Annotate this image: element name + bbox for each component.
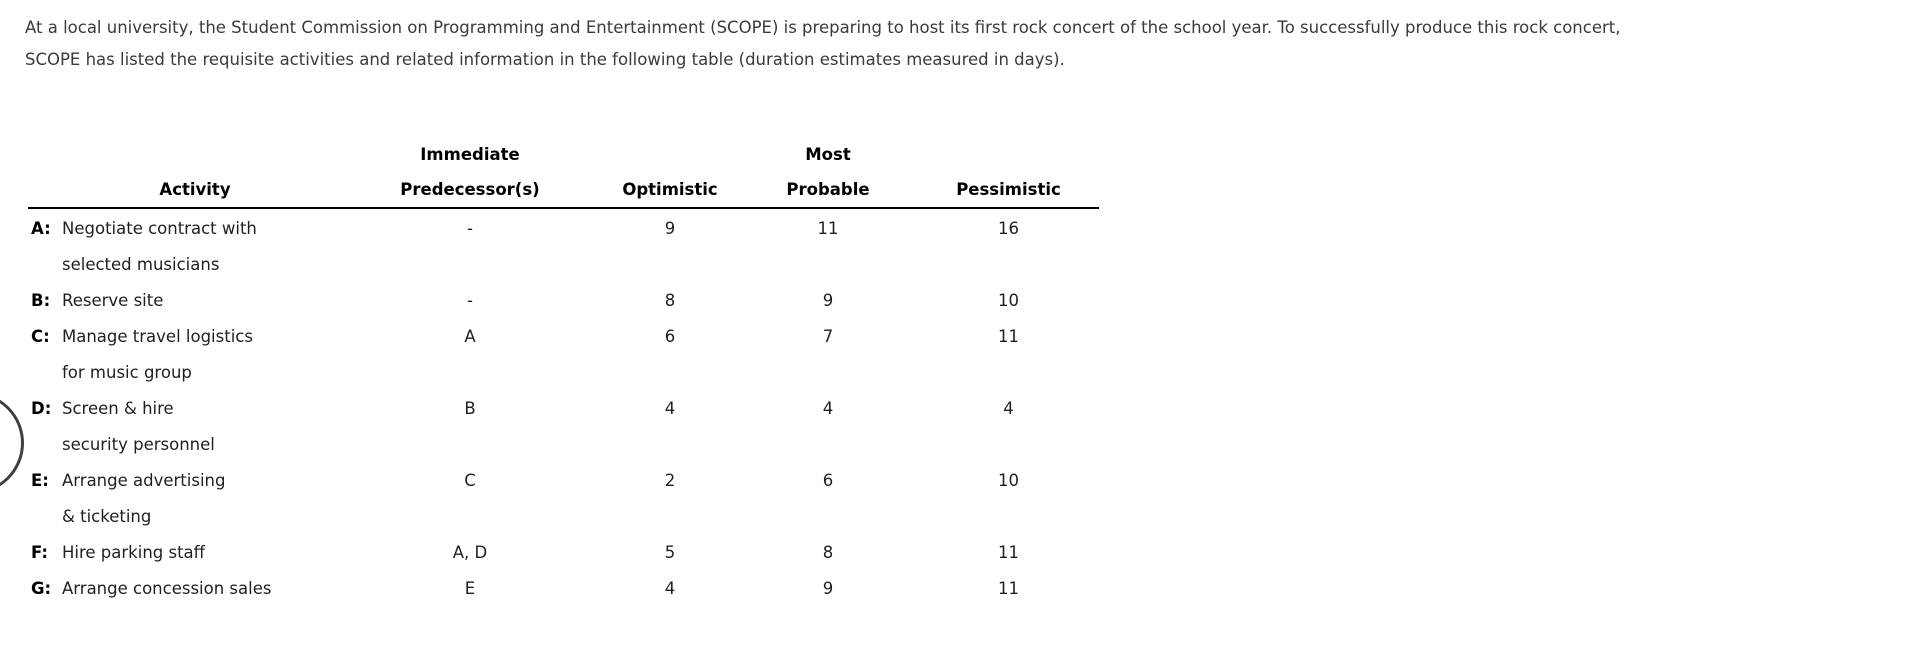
activity-table: Immediate Most Activity Predecessor(s) O…	[28, 137, 1099, 607]
activity-description: Reserve site	[62, 291, 164, 310]
activity-description: Hire parking staff	[62, 543, 206, 562]
optimistic-value: 6	[664, 327, 676, 346]
table-row: A: Negotiate contract with selected music…	[28, 211, 1099, 283]
header-predecessors: Predecessor(s)	[400, 180, 540, 199]
header-most: Most	[805, 145, 851, 164]
table-body: A: Negotiate contract with selected music…	[28, 209, 1099, 607]
optimistic-value: 4	[664, 399, 676, 418]
optimistic-value: 5	[664, 543, 676, 562]
header-rule	[28, 207, 1099, 209]
activity-cell: C: Manage travel logistics for music grou…	[28, 319, 338, 391]
header-spacer	[28, 137, 338, 172]
header-probable: Probable	[786, 180, 870, 199]
activity-cell: A: Negotiate contract with selected music…	[28, 211, 338, 283]
probable-value: 4	[822, 399, 834, 418]
header-activity: Activity	[159, 180, 231, 199]
activity-id: F:	[31, 543, 48, 562]
activity-description: Manage travel logistics for music group	[62, 327, 253, 382]
pessimistic-value: 11	[998, 327, 1019, 346]
table-header: Immediate Most Activity Predecessor(s) O…	[28, 137, 1099, 207]
activity-id: A:	[31, 219, 51, 238]
predecessor-value: A	[464, 327, 476, 346]
predecessor-value: A, D	[452, 543, 488, 562]
activity-cell: D: Screen & hire security personnel	[28, 391, 338, 463]
pessimistic-value: 11	[998, 579, 1019, 598]
activity-cell: B: Reserve site	[28, 283, 338, 319]
activity-id: E:	[31, 471, 49, 490]
optimistic-value: 2	[664, 471, 676, 490]
table-header-row-2: Activity Predecessor(s) Optimistic Proba…	[28, 172, 1099, 207]
probable-value: 6	[822, 471, 834, 490]
optimistic-value: 8	[664, 291, 676, 310]
clipped-circle-shape	[0, 392, 24, 494]
predecessor-value: -	[467, 219, 473, 238]
activity-id: G:	[31, 579, 52, 598]
pessimistic-value: 10	[998, 471, 1019, 490]
activity-description: Arrange advertising & ticketing	[62, 471, 226, 526]
activity-description: Negotiate contract with selected musician…	[62, 219, 257, 274]
table-row: C: Manage travel logistics for music grou…	[28, 319, 1099, 391]
probable-value: 8	[822, 543, 834, 562]
activity-description: Screen & hire security personnel	[62, 399, 215, 454]
pessimistic-value: 16	[998, 219, 1019, 238]
probable-value: 11	[817, 219, 839, 238]
activity-description: Arrange concession sales	[62, 579, 272, 598]
header-spacer	[918, 137, 1099, 172]
problem-statement-line-2: SCOPE has listed the requisite activitie…	[25, 50, 1065, 69]
table-row: F: Hire parking staff A, D 5 8 11	[28, 535, 1099, 571]
probable-value: 9	[822, 579, 834, 598]
optimistic-value: 9	[664, 219, 676, 238]
problem-statement: At a local university, the Student Commi…	[25, 12, 1930, 76]
predecessor-value: B	[464, 399, 476, 418]
table-row: B: Reserve site - 8 9 10	[28, 283, 1099, 319]
activity-id: B:	[31, 291, 51, 310]
pessimistic-value: 4	[1003, 399, 1014, 418]
activity-id: C:	[31, 327, 50, 346]
header-optimistic: Optimistic	[622, 180, 718, 199]
header-spacer	[602, 137, 738, 172]
optimistic-value: 4	[664, 579, 676, 598]
table-row: G: Arrange concession sales E 4 9 11	[28, 571, 1099, 607]
predecessor-value: E	[464, 579, 476, 598]
pessimistic-value: 11	[998, 543, 1019, 562]
table-row: D: Screen & hire security personnel B 4 4…	[28, 391, 1099, 463]
problem-statement-line-1: At a local university, the Student Commi…	[25, 18, 1621, 37]
probable-value: 9	[822, 291, 834, 310]
probable-value: 7	[822, 327, 834, 346]
activity-cell: F: Hire parking staff	[28, 535, 338, 571]
table-row: E: Arrange advertising & ticketing C 2 6 …	[28, 463, 1099, 535]
header-pessimistic: Pessimistic	[956, 180, 1061, 199]
activity-cell: E: Arrange advertising & ticketing	[28, 463, 338, 535]
table-header-row-1: Immediate Most	[28, 137, 1099, 172]
predecessor-value: -	[467, 291, 473, 310]
activity-cell: G: Arrange concession sales	[28, 571, 338, 607]
predecessor-value: C	[464, 471, 476, 490]
pessimistic-value: 10	[998, 291, 1019, 310]
activity-id: D:	[31, 399, 52, 418]
header-immediate: Immediate	[420, 145, 520, 164]
